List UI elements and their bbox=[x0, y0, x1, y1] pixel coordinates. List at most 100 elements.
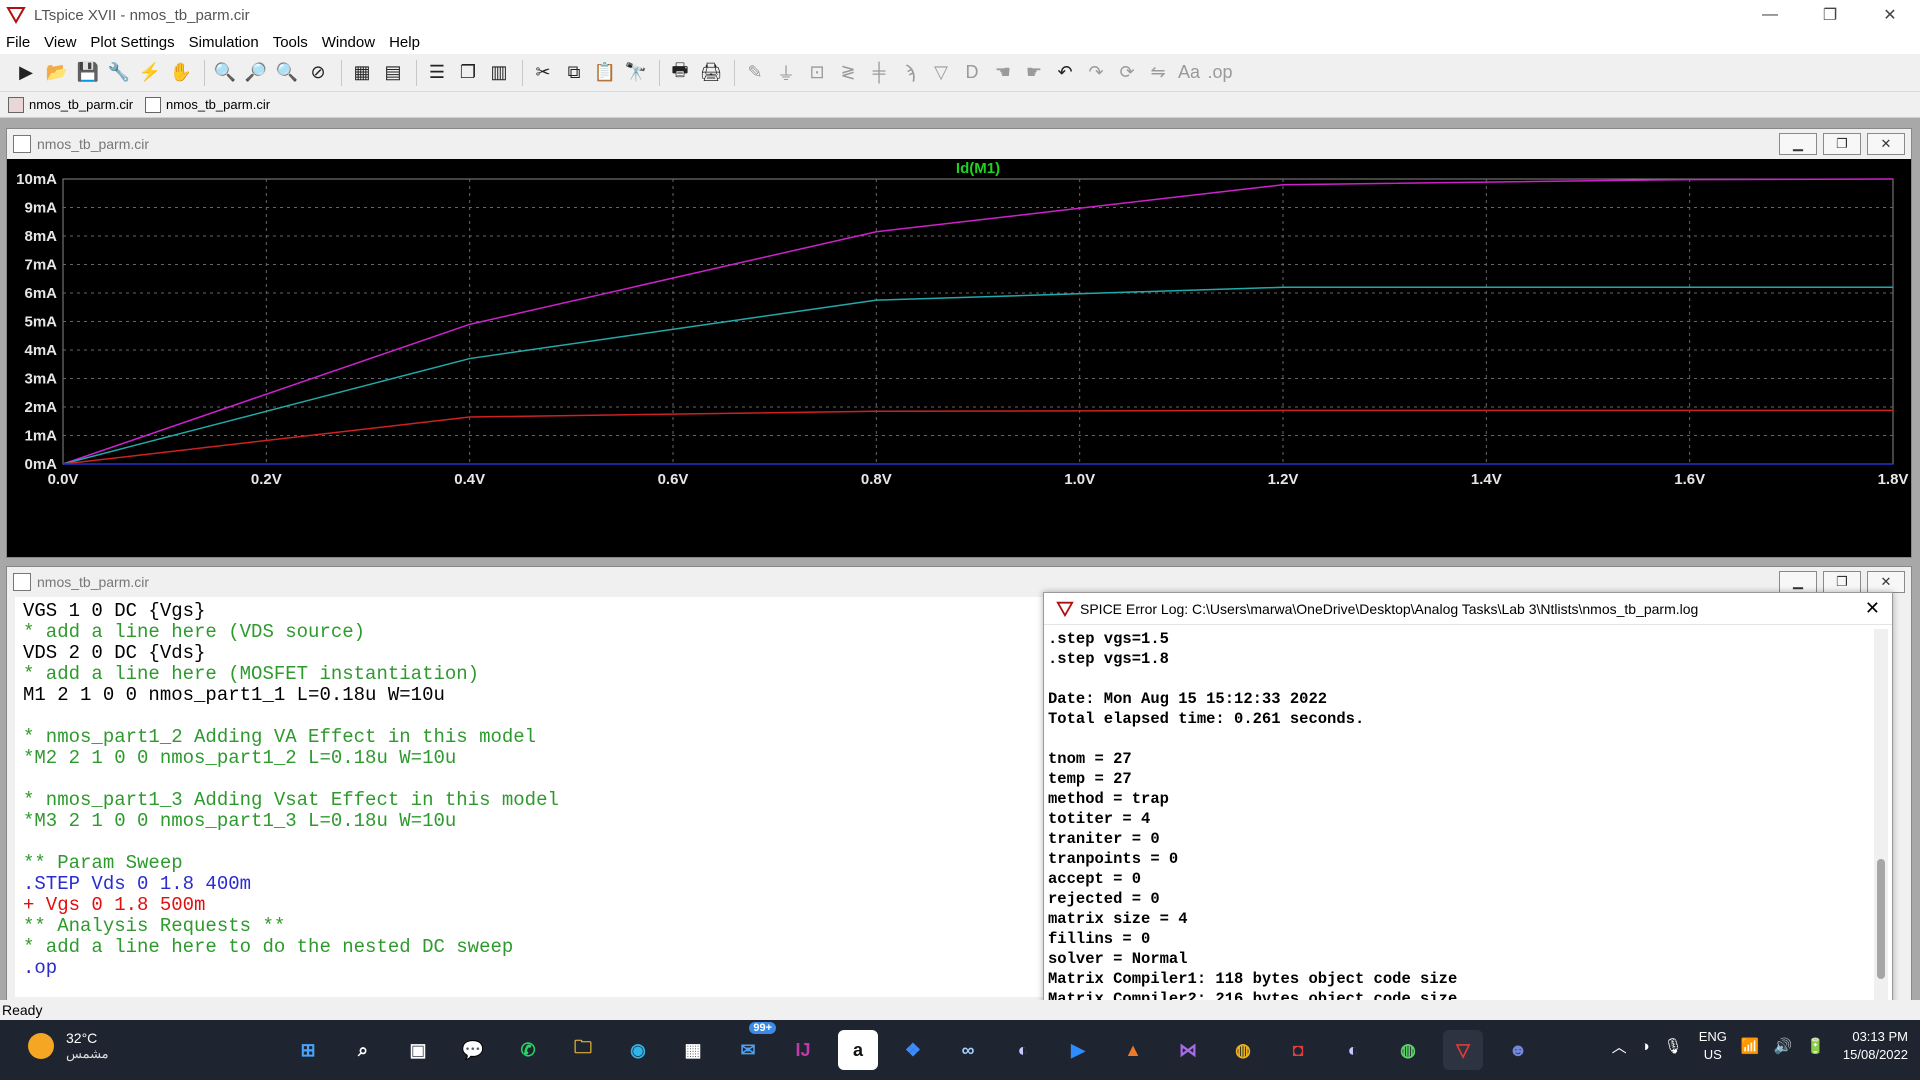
battery-icon[interactable]: 🔋 bbox=[1806, 1038, 1825, 1055]
intellij-icon[interactable]: IJ bbox=[795, 1039, 811, 1060]
cut-icon[interactable]: ✂ bbox=[535, 62, 551, 82]
file-explorer-icon[interactable]: 🗀 bbox=[574, 1037, 592, 1057]
redo-icon[interactable]: ↷ bbox=[1088, 62, 1104, 82]
infinity-icon[interactable]: ∞ bbox=[961, 1039, 975, 1060]
zoom-in-icon[interactable]: 🔍 bbox=[213, 62, 237, 82]
child-minimize-button[interactable]: ▁ bbox=[1779, 133, 1817, 155]
start-icon[interactable]: ⊞ bbox=[300, 1039, 316, 1060]
undo-icon[interactable]: ↶ bbox=[1057, 62, 1073, 82]
print-setup-icon[interactable]: 🖨 bbox=[699, 62, 723, 82]
netlist-line: .op bbox=[23, 957, 58, 979]
language-indicator[interactable]: ENG US bbox=[1699, 1028, 1727, 1064]
zoom-area-icon[interactable]: 🔎 bbox=[244, 62, 268, 82]
tile-vertical-icon[interactable]: ▥ bbox=[490, 62, 508, 82]
paste-icon[interactable]: 📋 bbox=[593, 62, 617, 82]
inductor-icon[interactable]: ϡ bbox=[904, 62, 916, 82]
capacitor-icon[interactable]: ╪ bbox=[872, 62, 886, 82]
doc-tab-netlist[interactable]: nmos_tb_parm.cir bbox=[145, 96, 270, 113]
run-pause-icon[interactable]: ⚡ bbox=[138, 62, 162, 82]
pan-hand-icon[interactable]: ✋ bbox=[169, 62, 193, 82]
label-net-icon[interactable]: ⊡ bbox=[809, 62, 825, 82]
autorange-icon[interactable]: ▦ bbox=[353, 62, 371, 82]
menu-view[interactable]: View bbox=[44, 33, 77, 51]
close-button[interactable]: ✕ bbox=[1883, 7, 1897, 24]
print-icon[interactable]: 🖶 bbox=[671, 59, 689, 80]
doc-tab-plot[interactable]: nmos_tb_parm.cir bbox=[8, 96, 133, 113]
tile-horizontal-icon[interactable]: ☰ bbox=[428, 62, 446, 82]
diode-icon[interactable]: ▽ bbox=[934, 62, 948, 82]
child-minimize-button[interactable]: ▁ bbox=[1779, 571, 1817, 593]
eclipse-icon[interactable]: ◐ bbox=[1017, 1039, 1029, 1060]
error-log-text[interactable]: .step vgs=1.5 .step vgs=1.8 Date: Mon Aug … bbox=[1048, 629, 1868, 1009]
spice-directive-icon[interactable]: .op bbox=[1207, 62, 1233, 82]
error-log-line: fillins = 0 bbox=[1048, 930, 1151, 948]
autorange-y-icon[interactable]: ▤ bbox=[384, 62, 402, 82]
drag-hand-icon[interactable]: ☛ bbox=[1025, 62, 1043, 82]
chart-svg[interactable]: 0.0V 0.2V 0.4V 0.6V 0.8V 1.0V 1.2V 1.4V 1.6V 1.8V… bbox=[7, 159, 1911, 557]
chrome-profile-icon[interactable]: ◍ bbox=[1400, 1039, 1416, 1060]
menu-file[interactable]: File bbox=[6, 33, 31, 51]
search-icon[interactable]: ⌕ bbox=[357, 1039, 369, 1060]
control-panel-icon[interactable]: 🔧 bbox=[107, 62, 131, 82]
save-icon[interactable]: 💾 bbox=[76, 62, 100, 82]
move-hand-icon[interactable]: ☚ bbox=[994, 62, 1012, 82]
dropbox-icon[interactable]: ❖ bbox=[904, 1039, 922, 1060]
matlab-icon[interactable]: ▲ bbox=[1124, 1039, 1142, 1060]
task-view-icon[interactable]: ▣ bbox=[409, 1039, 427, 1060]
show-hidden-icons-icon[interactable]: ︿ bbox=[1611, 1038, 1627, 1056]
microphone-icon[interactable]: 🎙 bbox=[1663, 1038, 1683, 1055]
child-restore-button[interactable]: ❐ bbox=[1823, 571, 1861, 593]
microsoft-store-icon[interactable]: ▦ bbox=[684, 1039, 702, 1060]
error-log-header[interactable]: SPICE Error Log: C:\Users\marwa\OneDrive… bbox=[1044, 593, 1892, 625]
menu-simulation[interactable]: Simulation bbox=[188, 33, 259, 51]
waveform-window-header[interactable]: nmos_tb_parm.cir ▁ ❐ ✕ bbox=[7, 129, 1911, 159]
mail-icon[interactable]: ✉ 99+ bbox=[728, 1022, 776, 1070]
chrome-icon[interactable]: ◍ bbox=[1235, 1039, 1251, 1060]
component-icon[interactable]: D bbox=[965, 62, 979, 82]
error-log-scrollbar[interactable] bbox=[1874, 629, 1888, 1009]
maximize-button[interactable]: ❐ bbox=[1822, 7, 1838, 24]
menu-help[interactable]: Help bbox=[389, 33, 420, 51]
zoom-fit-icon[interactable]: ⊘ bbox=[310, 62, 326, 82]
minimize-button[interactable]: — bbox=[1762, 6, 1778, 23]
amazon-icon[interactable]: a bbox=[838, 1030, 878, 1070]
menu-plot-settings[interactable]: Plot Settings bbox=[90, 33, 175, 51]
child-close-button[interactable]: ✕ bbox=[1867, 571, 1905, 593]
zoom-icon[interactable]: ▶ bbox=[1071, 1039, 1085, 1060]
cascade-icon[interactable]: ❐ bbox=[459, 62, 477, 82]
draw-wire-icon[interactable]: ✎ bbox=[747, 62, 763, 82]
visual-studio-icon[interactable]: ⋈ bbox=[1179, 1039, 1197, 1060]
run-icon[interactable]: ▶ bbox=[19, 62, 33, 82]
ltspice-taskbar-icon[interactable]: ▽ bbox=[1443, 1030, 1483, 1070]
zoom-out-icon[interactable]: 🔍 bbox=[275, 62, 299, 82]
find-icon[interactable]: 🔭 bbox=[624, 62, 648, 82]
menu-tools[interactable]: Tools bbox=[272, 33, 308, 51]
eclipse-2-icon[interactable]: ◐ bbox=[1347, 1039, 1359, 1060]
child-restore-button[interactable]: ❐ bbox=[1823, 133, 1861, 155]
rotate-icon[interactable]: ⟳ bbox=[1119, 62, 1135, 82]
chat-icon[interactable]: 💬 bbox=[461, 1039, 485, 1060]
open-folder-icon[interactable]: 📂 bbox=[45, 62, 69, 82]
edge-icon[interactable]: ◉ bbox=[630, 1039, 646, 1060]
child-close-button[interactable]: ✕ bbox=[1867, 133, 1905, 155]
toolbar-separator bbox=[734, 59, 735, 86]
scrollbar-thumb[interactable] bbox=[1877, 859, 1885, 979]
text-icon[interactable]: Aa bbox=[1177, 62, 1201, 82]
netlist-editor[interactable]: VGS 1 0 DC {Vgs} * add a line here (VDS s… bbox=[15, 597, 1055, 997]
red-app-icon[interactable]: ◘ bbox=[1292, 1039, 1304, 1060]
volume-icon[interactable]: 🔊 bbox=[1773, 1038, 1793, 1055]
weather-widget[interactable]: 32°C مشمس bbox=[28, 1030, 109, 1062]
whatsapp-icon[interactable]: ✆ bbox=[520, 1039, 536, 1060]
menu-window[interactable]: Window bbox=[321, 33, 376, 51]
security-icon[interactable]: ◑ bbox=[1640, 1037, 1650, 1055]
plot-pane[interactable]: 0.0V 0.2V 0.4V 0.6V 0.8V 1.0V 1.2V 1.4V 1.6V 1.8V… bbox=[7, 159, 1911, 557]
ground-icon[interactable]: ⏚ bbox=[777, 63, 795, 84]
copy-icon[interactable]: ⧉ bbox=[567, 62, 581, 82]
wifi-icon[interactable]: 📶 bbox=[1740, 1038, 1760, 1055]
close-icon[interactable]: ✕ bbox=[1864, 598, 1880, 618]
weather-temp: 32°C bbox=[66, 1030, 98, 1046]
discord-icon[interactable]: ☻ bbox=[1508, 1039, 1528, 1060]
resistor-icon[interactable]: ≷ bbox=[840, 62, 856, 82]
system-clock[interactable]: 03:13 PM 15/08/2022 bbox=[1843, 1028, 1908, 1064]
mirror-icon[interactable]: ⇋ bbox=[1150, 62, 1166, 82]
